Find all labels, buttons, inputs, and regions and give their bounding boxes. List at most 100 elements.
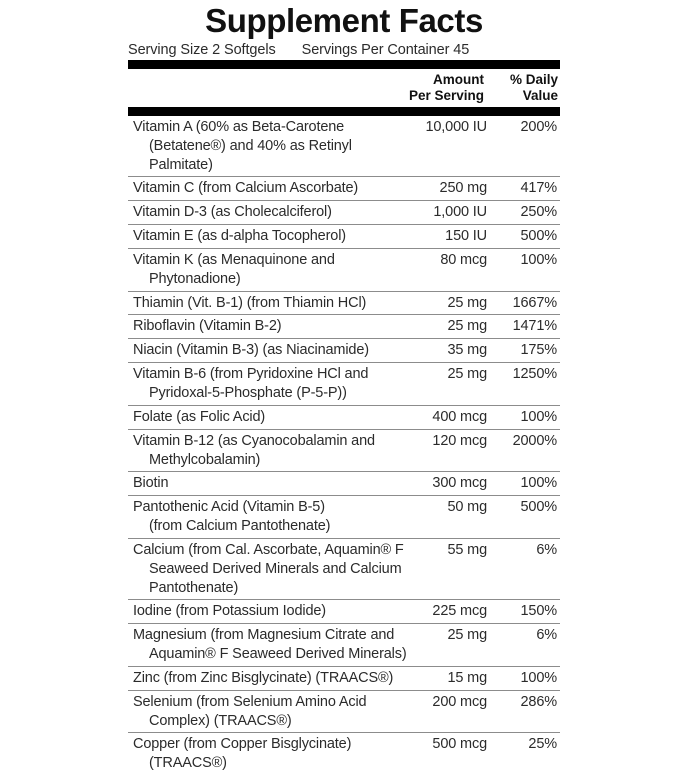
nutrient-row: Niacin (Vitamin B-3) (as Niacinamide) 35 …: [128, 339, 560, 362]
row-divider: [128, 247, 560, 249]
nutrient-name-primary: Calcium (from Cal. Ascorbate, Aquamin® F: [133, 541, 404, 558]
nutrient-daily-value: 6%: [536, 541, 557, 558]
nutrient-name-primary: Pantothenic Acid (Vitamin B-5): [133, 499, 325, 516]
nutrient-daily-value: 100%: [520, 669, 558, 686]
row-divider: [128, 599, 560, 601]
nutrient-row: Copper (from Copper Bisglycinate) (TRAACS…: [128, 733, 560, 775]
row-divider: [128, 495, 560, 497]
nutrient-row: Pantothenic Acid (Vitamin B-5) (from Calc…: [128, 496, 560, 538]
nutrient-name: Zinc (from Zinc Bisglycinate) (TRAACS®): [128, 669, 395, 688]
row-divider: [128, 537, 560, 539]
nutrient-name-primary: Selenium (from Selenium Amino Acid: [133, 693, 367, 710]
nutrient-name: Vitamin D-3 (as Cholecalciferol): [128, 203, 395, 222]
nutrient-amount: 120 mcg: [432, 432, 487, 449]
nutrient-name-continuation: (TRAACS®): [149, 755, 227, 772]
nutrient-row: Calcium (from Cal. Ascorbate, Aquamin® F…: [128, 539, 560, 600]
nutrient-row: Folate (as Folic Acid) 400 mcg 100%: [128, 406, 560, 429]
row-divider: [128, 362, 560, 364]
row-divider: [128, 176, 560, 178]
row-divider: [128, 338, 560, 340]
nutrient-name-continuation: Aquamin® F Seaweed Derived Minerals): [149, 646, 407, 663]
nutrient-name-continuation: (from Calcium Pantothenate): [149, 518, 331, 535]
nutrient-daily-value: 1471%: [512, 318, 558, 335]
nutrient-amount: 225 mcg: [432, 603, 487, 620]
serving-size: Serving Size 2 Softgels: [128, 42, 276, 58]
nutrient-row: Vitamin K (as Menaquinone and Phytonadion…: [128, 249, 560, 291]
row-divider: [128, 290, 560, 292]
row-divider: [128, 689, 560, 691]
nutrient-daily-value: 250%: [520, 204, 558, 221]
row-divider: [128, 471, 560, 473]
nutrient-daily-value: 500%: [520, 499, 558, 516]
nutrient-row: Vitamin D-3 (as Cholecalciferol) 1,000 IU…: [128, 201, 560, 224]
nutrient-name-primary: Niacin (Vitamin B-3) (as Niacinamide): [133, 342, 369, 359]
nutrient-amount: 10,000 IU: [425, 118, 487, 135]
nutrient-daily-value: 25%: [528, 736, 557, 753]
nutrient-amount: 25 mg: [447, 294, 487, 311]
dv-header-line2: Value: [522, 87, 558, 103]
nutrient-name: Iodine (from Potassium Iodide): [128, 602, 395, 621]
nutrient-name: Biotin: [128, 474, 395, 493]
nutrient-row: Thiamin (Vit. B-1) (from Thiamin HCl) 25 …: [128, 292, 560, 315]
nutrient-daily-value: 100%: [520, 475, 558, 492]
nutrient-row: Vitamin B-12 (as Cyanocobalamin and Methy…: [128, 430, 560, 472]
nutrient-row: Vitamin E (as d-alpha Tocopherol) 150 IU 5…: [128, 225, 560, 248]
row-divider: [128, 428, 560, 430]
nutrient-name-primary: Thiamin (Vit. B-1) (from Thiamin HCl): [133, 294, 367, 311]
nutrient-amount: 1,000 IU: [433, 204, 487, 221]
amount-header-line2: Per Serving: [408, 87, 484, 103]
nutrient-daily-value: 6%: [536, 627, 557, 644]
nutrient-row: Zinc (from Zinc Bisglycinate) (TRAACS®) 1…: [128, 667, 560, 690]
nutrient-amount: 35 mg: [447, 342, 487, 359]
nutrient-name: Riboflavin (Vitamin B-2): [128, 317, 395, 336]
nutrient-name: Vitamin E (as d-alpha Tocopherol): [128, 227, 395, 246]
nutrient-amount: 15 mg: [447, 669, 487, 686]
nutrient-name: Vitamin C (from Calcium Ascorbate): [128, 179, 395, 198]
nutrient-name-primary: Vitamin C (from Calcium Ascorbate): [133, 180, 359, 197]
nutrient-daily-value: 100%: [520, 408, 558, 425]
nutrient-daily-value: 200%: [520, 118, 558, 135]
nutrient-name-primary: Folate (as Folic Acid): [133, 408, 266, 425]
nutrient-name: Vitamin K (as Menaquinone and Phytonadion…: [128, 251, 395, 289]
nutrient-name: Folate (as Folic Acid): [128, 408, 395, 427]
nutrient-name: Vitamin A (60% as Beta-Carotene (Betatene…: [128, 118, 395, 175]
nutrient-daily-value: 286%: [520, 693, 558, 710]
nutrient-name-continuation: Complex) (TRAACS®): [149, 712, 292, 729]
nutrient-amount: 80 mcg: [440, 251, 487, 268]
row-divider: [128, 200, 560, 202]
nutrient-name-primary: Vitamin B-6 (from Pyridoxine HCl and: [133, 366, 369, 383]
nutrient-name: Vitamin B-6 (from Pyridoxine HCl and Pyri…: [128, 365, 395, 403]
nutrient-daily-value: 500%: [520, 228, 558, 245]
row-divider: [128, 224, 560, 226]
nutrient-name: Copper (from Copper Bisglycinate) (TRAACS…: [128, 735, 395, 773]
row-divider: [128, 404, 560, 406]
nutrient-name: Thiamin (Vit. B-1) (from Thiamin HCl): [128, 294, 395, 313]
nutrient-daily-value: 150%: [520, 603, 558, 620]
nutrient-daily-value: 417%: [520, 180, 558, 197]
divider-thick-bottom: [128, 106, 560, 116]
nutrient-row: Iodine (from Potassium Iodide) 225 mcg 150…: [128, 600, 560, 623]
servings-per-container: Servings Per Container 45: [301, 42, 470, 58]
row-divider: [128, 314, 560, 316]
nutrient-name-primary: Iodine (from Potassium Iodide): [133, 603, 326, 620]
nutrient-name-primary: Riboflavin (Vitamin B-2): [133, 318, 282, 335]
nutrient-daily-value: 175%: [520, 342, 558, 359]
nutrient-name-primary: Vitamin A (60% as Beta-Carotene: [133, 118, 345, 135]
nutrient-row: Magnesium (from Magnesium Citrate and Aqu…: [128, 624, 560, 666]
nutrient-daily-value: 1250%: [512, 366, 558, 383]
row-divider: [128, 623, 560, 625]
nutrient-name-primary: Copper (from Copper Bisglycinate): [133, 736, 352, 753]
nutrient-name-continuation: Pyridoxal-5-Phosphate (P-5-P)): [149, 384, 347, 401]
nutrient-name-continuation: Methylcobalamin): [149, 451, 261, 468]
nutrient-amount: 200 mcg: [432, 693, 487, 710]
nutrient-name-continuation: Seaweed Derived Minerals and Calcium Pan…: [149, 560, 402, 596]
nutrient-name-continuation: Phytonadione): [149, 270, 241, 287]
page-title: Supplement Facts: [205, 2, 483, 39]
column-headers: Amount Per Serving % Daily Value: [128, 69, 560, 107]
nutrient-name-continuation: (Betatene®) and 40% as Retinyl Palmitate…: [149, 137, 352, 173]
row-divider: [128, 665, 560, 667]
nutrient-daily-value: 2000%: [512, 432, 558, 449]
nutrient-name: Magnesium (from Magnesium Citrate and Aqu…: [128, 626, 409, 664]
nutrient-table: Vitamin A (60% as Beta-Carotene (Betatene…: [128, 116, 560, 775]
nutrient-name-primary: Vitamin D-3 (as Cholecalciferol): [133, 204, 332, 221]
